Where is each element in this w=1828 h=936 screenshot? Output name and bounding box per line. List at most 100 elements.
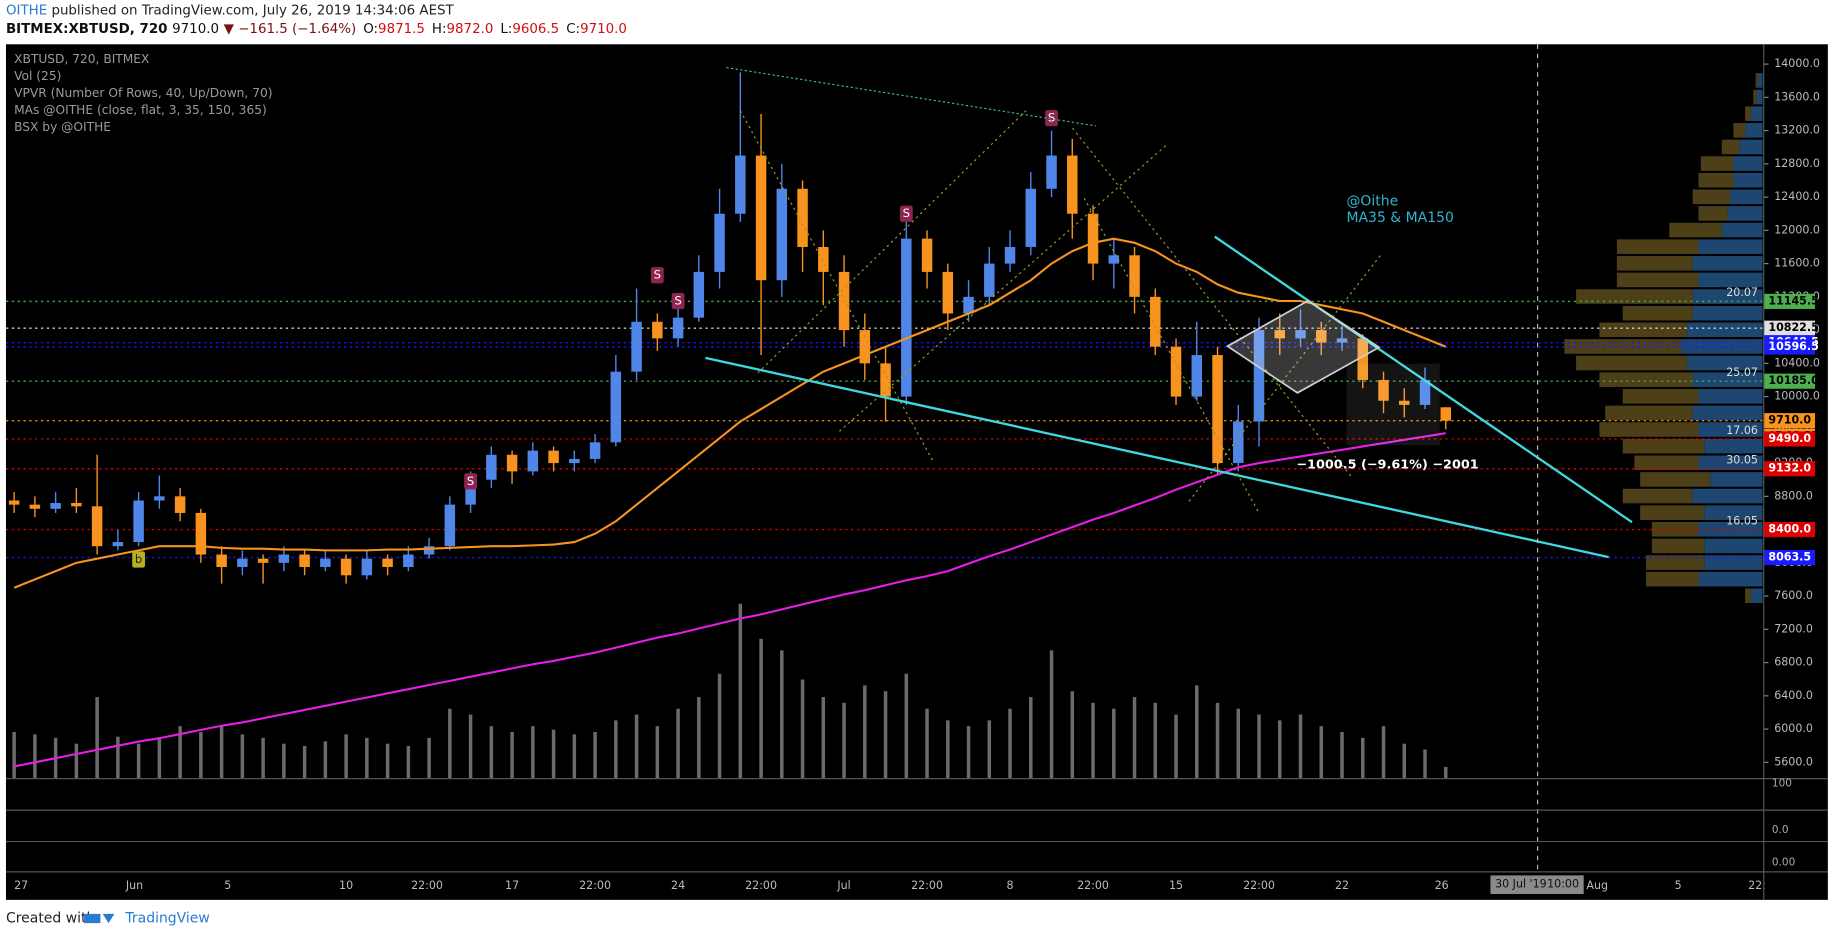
x-tick-label: 15 xyxy=(1169,879,1183,892)
vpvr-up xyxy=(1698,422,1763,437)
candle-body xyxy=(1004,246,1016,264)
volume-bar xyxy=(780,650,784,779)
candle-body xyxy=(506,454,518,472)
ohlc-label: O: xyxy=(363,22,378,37)
annotation: MA35 & MA150 xyxy=(1346,210,1453,226)
level-date: 16.05 xyxy=(1726,514,1758,527)
level-label: 8063.5 xyxy=(1768,551,1811,564)
sell-signal-box xyxy=(899,205,913,222)
x-tick-label: 22:00 xyxy=(1077,879,1109,892)
candle-body xyxy=(340,558,352,576)
volume-bar xyxy=(551,729,556,779)
vpvr-up xyxy=(1721,222,1763,238)
level-tag xyxy=(1763,320,1816,336)
trend-line xyxy=(705,356,1609,559)
x-tick-label: 5 xyxy=(1675,879,1682,892)
level-label: 8400.0 xyxy=(1768,523,1811,536)
vpvr-down xyxy=(1646,555,1705,570)
volume-bar xyxy=(1423,749,1427,779)
vpvr-up xyxy=(1756,89,1763,105)
annotation: @Oithe xyxy=(1346,194,1398,210)
sell-signal-box xyxy=(650,267,664,284)
volume-bar xyxy=(1174,714,1178,779)
x-tick-label: 22:00 xyxy=(1243,879,1275,892)
pitchfork-line xyxy=(739,110,934,461)
x-tick-label: Aug xyxy=(1586,879,1608,892)
candle-body xyxy=(1150,296,1161,347)
volume-bar xyxy=(904,673,909,779)
candle-body xyxy=(921,238,933,272)
volume-bar xyxy=(33,734,37,779)
brand-logo xyxy=(84,913,115,924)
volume-bar xyxy=(966,726,971,779)
candle-body xyxy=(486,454,497,480)
vpvr-up xyxy=(1698,239,1763,254)
y-tick-label: 10400.0 xyxy=(1774,356,1820,369)
y-tick-label: 13200.0 xyxy=(1774,124,1820,137)
vpvr-up xyxy=(1698,389,1763,404)
vpvr-up xyxy=(1692,256,1763,271)
candle-body xyxy=(320,558,331,567)
sell-signal-label: S xyxy=(903,206,910,220)
sell-signal-box xyxy=(1045,109,1058,127)
vpvr-down xyxy=(1616,256,1693,271)
volume-bar xyxy=(676,708,680,779)
volume-bar xyxy=(448,708,452,779)
volume-bar xyxy=(1195,685,1199,779)
level-tag xyxy=(1763,431,1816,447)
vpvr-down xyxy=(1622,438,1705,454)
vpvr-down xyxy=(1599,372,1693,387)
candle-body xyxy=(901,238,912,397)
trend-line xyxy=(1214,235,1633,524)
volume-bar xyxy=(178,726,182,779)
candle-body xyxy=(71,502,82,507)
vpvr-down xyxy=(1698,206,1728,221)
pattern-shape xyxy=(1225,299,1381,394)
vpvr-up xyxy=(1750,588,1763,604)
candle-body xyxy=(8,500,20,505)
candle-body xyxy=(1399,400,1410,405)
volume-bar xyxy=(385,743,390,779)
volume-bar xyxy=(219,726,224,779)
ohlc-value: 9710.0 xyxy=(580,22,627,37)
footer-brand[interactable]: TradingView xyxy=(124,911,209,927)
vpvr-up xyxy=(1729,189,1763,205)
volume-bar xyxy=(572,734,577,779)
vpvr-down xyxy=(1599,422,1699,437)
x-tick-label: 27 xyxy=(14,879,28,892)
vpvr-up xyxy=(1739,139,1763,155)
volume-bar xyxy=(634,714,639,779)
vpvr-up xyxy=(1733,156,1763,171)
candle-body xyxy=(714,213,725,272)
vpvr-up xyxy=(1698,455,1763,471)
volume-bar xyxy=(614,720,618,779)
x-tick-label: 22 xyxy=(1335,879,1349,892)
drawings xyxy=(705,44,1633,872)
level-date: 20.07 xyxy=(1726,286,1758,299)
candle-body xyxy=(133,500,144,543)
author[interactable]: OITHE xyxy=(6,3,47,18)
volume-bar xyxy=(925,708,929,779)
candle-body xyxy=(1316,330,1327,343)
header-line-2: BITMEX:XBTUSD, 720 9710.0 ▼ −161.5 (−1.6… xyxy=(6,22,627,37)
level-label: 9490.0 xyxy=(1768,432,1811,445)
pane-label: 100 xyxy=(1772,777,1792,789)
volume-bar xyxy=(1381,726,1386,779)
candle-body xyxy=(1170,346,1182,397)
sell-signal-box xyxy=(464,473,478,490)
level-date: 17.06 xyxy=(1726,424,1758,437)
volume-bar xyxy=(800,679,805,779)
vpvr-down xyxy=(1646,571,1699,587)
level-label: 9710.0 xyxy=(1768,414,1811,427)
vpvr-down xyxy=(1634,455,1699,471)
volume-bar xyxy=(1236,708,1241,779)
candle-body xyxy=(797,188,808,247)
volume-bar xyxy=(1153,702,1158,779)
vpvr-down xyxy=(1599,322,1687,338)
range-box xyxy=(1346,363,1440,446)
vpvr-down xyxy=(1669,222,1722,238)
y-tick-label: 13600.0 xyxy=(1774,90,1820,103)
candle-body xyxy=(838,271,850,331)
y-tick-label: 14000.0 xyxy=(1774,57,1820,70)
candle-body xyxy=(29,504,41,509)
